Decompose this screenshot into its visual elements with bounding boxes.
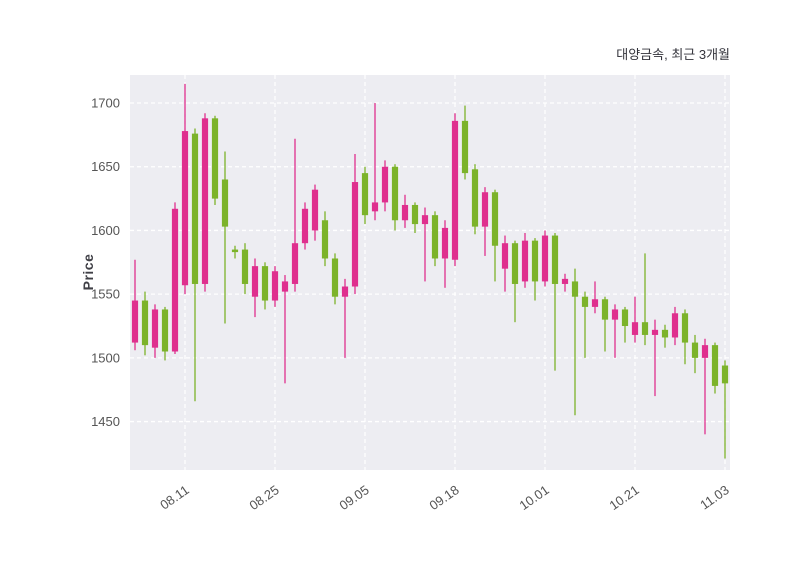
candle-body-up bbox=[341, 286, 349, 297]
x-tick-label: 10.01 bbox=[516, 482, 551, 513]
candle-body-down bbox=[321, 220, 329, 259]
candle-body-up bbox=[401, 204, 409, 221]
candle-body-down bbox=[211, 118, 219, 199]
candle-body-up bbox=[521, 240, 529, 282]
x-tick-label: 08.25 bbox=[246, 482, 281, 513]
candle-body-down bbox=[361, 173, 369, 216]
candle-body-down bbox=[491, 192, 499, 246]
x-tick-label: 09.05 bbox=[336, 482, 371, 513]
candle-body-down bbox=[431, 215, 439, 259]
candle-body-up bbox=[311, 189, 319, 231]
y-tick-label: 1550 bbox=[91, 287, 120, 302]
candle-body-down bbox=[471, 169, 479, 227]
candle-body-down bbox=[691, 342, 699, 358]
candle-body-up bbox=[131, 300, 139, 343]
candle-body-up bbox=[441, 227, 449, 259]
candle-body-down bbox=[511, 243, 519, 284]
y-tick-label: 1450 bbox=[91, 414, 120, 429]
candle-body-up bbox=[631, 322, 639, 335]
candle-body-down bbox=[581, 296, 589, 307]
candle-body-up bbox=[201, 118, 209, 284]
candle-body-down bbox=[191, 133, 199, 284]
candle-body-up bbox=[591, 299, 599, 307]
candle-body-down bbox=[571, 281, 579, 297]
candle-body-up bbox=[651, 329, 659, 335]
y-tick-label: 1700 bbox=[91, 96, 120, 111]
candle-body-down bbox=[331, 258, 339, 297]
candle-body-up bbox=[171, 208, 179, 352]
x-tick-label: 09.18 bbox=[426, 482, 461, 513]
candle-body-up bbox=[151, 309, 159, 348]
candle-body-up bbox=[501, 243, 509, 269]
candle-body-down bbox=[681, 313, 689, 343]
candle-body-up bbox=[611, 309, 619, 320]
candle-body-down bbox=[161, 309, 169, 352]
candle-body-down bbox=[601, 299, 609, 320]
candle-body-up bbox=[701, 345, 709, 358]
x-tick-label: 11.03 bbox=[697, 482, 731, 512]
candle-body-up bbox=[451, 120, 459, 260]
x-tick-label: 10.21 bbox=[606, 482, 641, 513]
candle-body-down bbox=[461, 120, 469, 174]
candle-body-down bbox=[711, 345, 719, 386]
y-tick-label: 1500 bbox=[91, 350, 120, 365]
candle-body-down bbox=[661, 329, 669, 338]
candle-body-up bbox=[271, 271, 279, 301]
candle-body-up bbox=[671, 313, 679, 338]
candle-body-up bbox=[481, 192, 489, 227]
candle-body-up bbox=[371, 202, 379, 212]
candle-body-up bbox=[181, 131, 189, 286]
candle-body-down bbox=[641, 322, 649, 335]
candle-body-up bbox=[291, 243, 299, 284]
candle-body-down bbox=[261, 266, 269, 301]
candle-body-down bbox=[721, 365, 729, 384]
candle-body-down bbox=[241, 249, 249, 284]
y-axis-label: Price bbox=[80, 253, 96, 291]
chart-title: 대양금속, 최근 3개월 bbox=[616, 47, 730, 62]
candle-body-down bbox=[391, 166, 399, 221]
candle-body-up bbox=[281, 281, 289, 292]
candle-body-up bbox=[381, 166, 389, 203]
candle-body-up bbox=[541, 235, 549, 282]
candle-body-up bbox=[421, 215, 429, 225]
candle-body-up bbox=[351, 182, 359, 287]
candle-body-up bbox=[251, 266, 259, 297]
candle-body-down bbox=[411, 204, 419, 225]
candle-body-down bbox=[231, 249, 239, 253]
y-tick-label: 1650 bbox=[91, 159, 120, 174]
candle-body-down bbox=[221, 179, 229, 227]
plot-area bbox=[130, 75, 730, 470]
candle-body-down bbox=[621, 309, 629, 327]
candle-body-up bbox=[301, 208, 309, 244]
y-tick-label: 1600 bbox=[91, 223, 120, 238]
candle-body-up bbox=[561, 278, 569, 284]
candle-body-down bbox=[141, 300, 149, 346]
x-tick-label: 08.11 bbox=[157, 482, 191, 512]
candle-body-down bbox=[551, 235, 559, 284]
candle-body-down bbox=[531, 240, 539, 282]
